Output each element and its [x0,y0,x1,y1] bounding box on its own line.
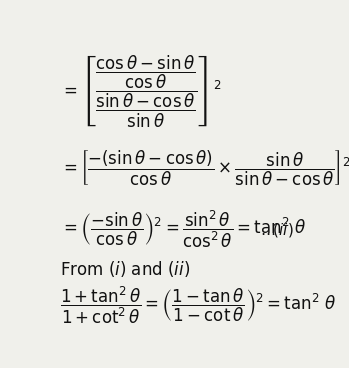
Text: $\dfrac{1 + \tan^{2}\theta}{1 + \cot^{2}\theta} = \left(\dfrac{1 - \tan\theta}{1: $\dfrac{1 + \tan^{2}\theta}{1 + \cot^{2}… [60,284,336,326]
Text: $= \left[\dfrac{-(\sin\theta - \cos\theta)}{\cos\theta} \times \dfrac{\sin\theta: $= \left[\dfrac{-(\sin\theta - \cos\thet… [60,149,349,188]
Text: $\ldots\!\mathit{(ii)}$: $\ldots\!\mathit{(ii)}$ [260,221,294,239]
Text: $= \left[\dfrac{\dfrac{\cos\theta - \sin\theta}{\cos\theta}}{\dfrac{\sin\theta -: $= \left[\dfrac{\dfrac{\cos\theta - \sin… [60,54,221,130]
Text: $= \left(\dfrac{-\sin\theta}{\cos\theta}\right)^{2} = \dfrac{\sin^{2}\theta}{\co: $= \left(\dfrac{-\sin\theta}{\cos\theta}… [60,209,306,251]
Text: From $\mathit{(i)}$ and $\mathit{(ii)}$: From $\mathit{(i)}$ and $\mathit{(ii)}$ [60,259,190,279]
